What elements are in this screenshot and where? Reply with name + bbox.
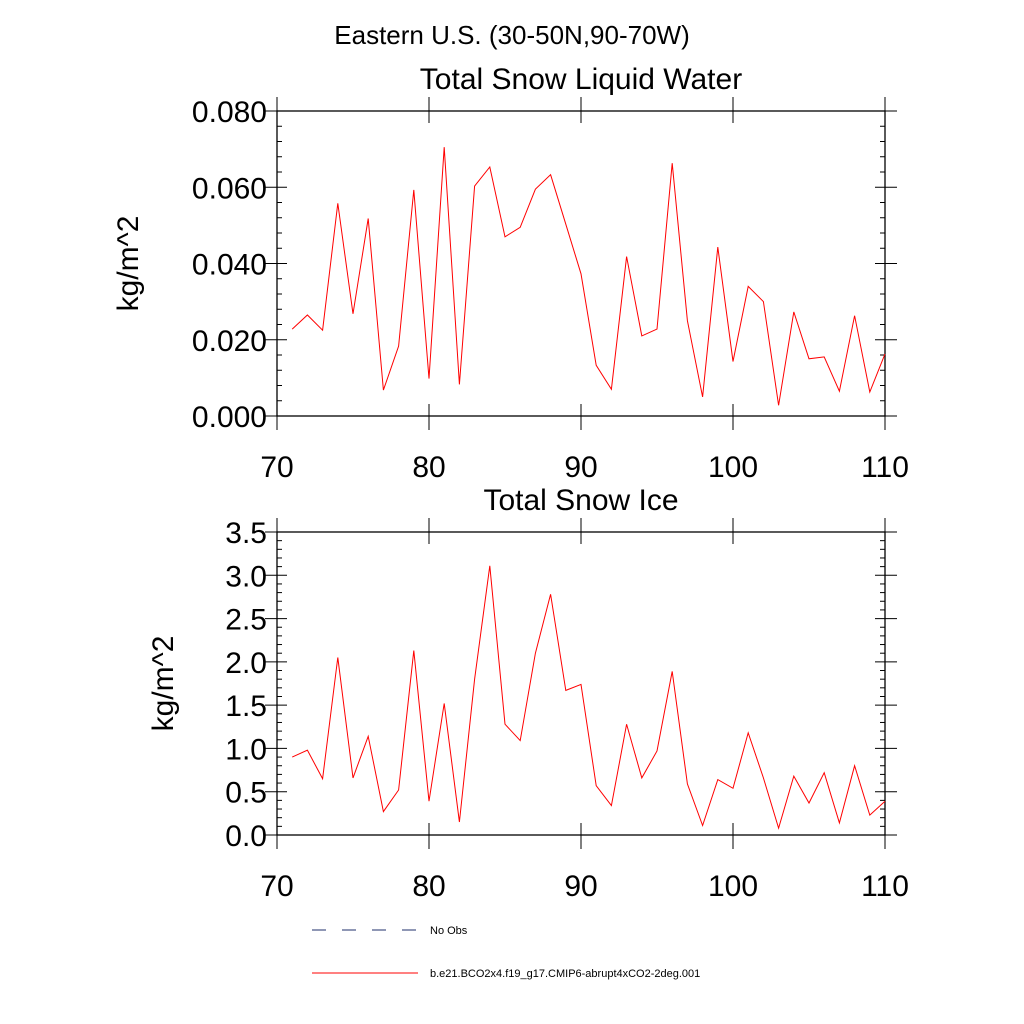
- x-tick-label: 80: [412, 451, 445, 484]
- y-tick-label: 0.060: [192, 172, 267, 205]
- legend-label-model-run: b.e21.BCO2x4.f19_g17.CMIP6-abrupt4xCO2-2…: [430, 968, 700, 980]
- x-tick-label: 90: [564, 870, 597, 903]
- chart-panel-1: Total Snow Ice kg/m^2 0.0 0.5 1.0 1.5 2.0 2.5 3.…: [147, 484, 909, 903]
- x-tick-label: 110: [861, 451, 909, 484]
- y-tick-label: 0.5: [225, 777, 267, 810]
- x-tick-label: 70: [260, 451, 293, 484]
- x-tick-label: 110: [861, 870, 909, 903]
- series-line-0: [291, 565, 886, 830]
- y-tick-label: 0.080: [192, 96, 267, 129]
- y-tick-label: 1.5: [225, 690, 267, 723]
- y-tick-label: 0.000: [192, 401, 267, 434]
- x-tick-label: 100: [708, 451, 758, 484]
- legend: No Obs b.e21.BCO2x4.f19_g17.CMIP6-abrupt…: [312, 925, 700, 980]
- y-tick-label: 3.0: [225, 560, 267, 593]
- series-line-0: [291, 147, 886, 406]
- y-axis-label: kg/m^2: [112, 216, 145, 312]
- y-tick-label: 3.5: [225, 517, 267, 550]
- plot-frame: [276, 110, 886, 417]
- x-tick-label: 90: [564, 451, 597, 484]
- y-tick-label: 1.0: [225, 733, 267, 766]
- y-axis-label: kg/m^2: [147, 636, 180, 732]
- chart-panels: Total Snow Liquid Water kg/m^2 0.000 0.020 0…: [112, 63, 909, 903]
- plot-frame: [276, 531, 886, 836]
- x-tick-label: 70: [260, 870, 293, 903]
- chart-title: Total Snow Liquid Water: [420, 63, 742, 96]
- y-tick-label: 2.0: [225, 647, 267, 680]
- y-tick-label: 2.5: [225, 604, 267, 637]
- y-tick-label: 0.0: [225, 820, 267, 853]
- legend-label-no-obs: No Obs: [430, 925, 468, 937]
- figure-title: Eastern U.S. (30-50N,90-70W): [334, 20, 689, 50]
- y-tick-label: 0.020: [192, 325, 267, 358]
- chart-title: Total Snow Ice: [483, 484, 678, 517]
- y-tick-label: 0.040: [192, 249, 267, 282]
- x-tick-label: 100: [708, 870, 758, 903]
- x-tick-label: 80: [412, 870, 445, 903]
- chart-panel-0: Total Snow Liquid Water kg/m^2 0.000 0.020 0…: [112, 63, 909, 484]
